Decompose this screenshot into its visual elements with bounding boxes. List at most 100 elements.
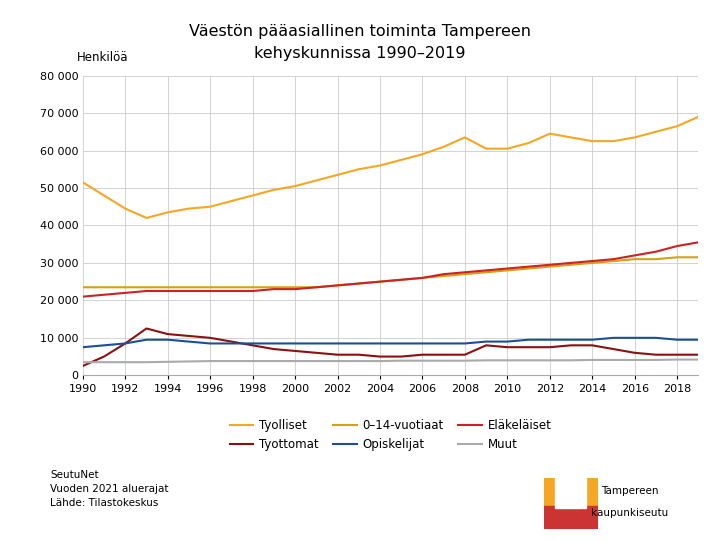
Tyolliset	[121, 205, 130, 212]
Tyottomat	[376, 353, 384, 360]
Tyolliset	[206, 204, 215, 210]
Text: kehyskunnissa 1990–2019: kehyskunnissa 1990–2019	[254, 46, 466, 61]
Text: Väestön pääasiallinen toiminta Tampereen: Väestön pääasiallinen toiminta Tampereen	[189, 24, 531, 39]
Eläkeläiset	[248, 288, 257, 294]
Eläkeläiset	[291, 286, 300, 292]
Tyolliset	[609, 138, 618, 144]
Tyottomat	[333, 352, 342, 358]
Muut	[333, 358, 342, 365]
0–14-vuotiaat	[333, 282, 342, 288]
Eläkeläiset	[652, 248, 660, 255]
Opiskelijat	[588, 336, 597, 343]
Tyottomat	[121, 340, 130, 347]
0–14-vuotiaat	[524, 265, 533, 272]
Tyolliset	[546, 131, 554, 137]
Opiskelijat	[567, 336, 575, 343]
Eläkeläiset	[376, 279, 384, 285]
Muut	[439, 357, 448, 364]
Eläkeläiset	[354, 280, 363, 287]
Opiskelijat	[376, 340, 384, 347]
0–14-vuotiaat	[142, 284, 150, 291]
0–14-vuotiaat	[354, 280, 363, 287]
Opiskelijat	[418, 340, 427, 347]
Opiskelijat	[78, 344, 87, 350]
Tyolliset	[418, 151, 427, 158]
Opiskelijat	[673, 336, 682, 343]
Tyottomat	[354, 352, 363, 358]
Muut	[397, 357, 405, 364]
Opiskelijat	[609, 335, 618, 341]
Muut	[121, 359, 130, 366]
Bar	[544, 506, 598, 529]
Tyottomat	[312, 349, 320, 356]
Muut	[567, 357, 575, 363]
Muut	[588, 357, 597, 363]
0–14-vuotiaat	[546, 264, 554, 270]
Tyottomat	[206, 335, 215, 341]
Tyolliset	[631, 134, 639, 140]
Text: Tampereen: Tampereen	[601, 487, 659, 496]
Eläkeläiset	[163, 288, 172, 294]
Tyottomat	[567, 342, 575, 349]
0–14-vuotiaat	[439, 273, 448, 279]
Eläkeläiset	[184, 288, 193, 294]
Legend: Tyolliset, Tyottomat, 0–14-vuotiaat, Opiskelijat, Eläkeläiset, Muut: Tyolliset, Tyottomat, 0–14-vuotiaat, Opi…	[225, 414, 556, 456]
Tyottomat	[652, 352, 660, 358]
0–14-vuotiaat	[694, 254, 703, 260]
Tyolliset	[248, 192, 257, 199]
0–14-vuotiaat	[588, 260, 597, 266]
0–14-vuotiaat	[163, 284, 172, 291]
Opiskelijat	[333, 340, 342, 347]
Opiskelijat	[546, 336, 554, 343]
Muut	[376, 358, 384, 365]
Opiskelijat	[184, 339, 193, 345]
Text: kaupunkiseutu: kaupunkiseutu	[591, 508, 669, 518]
0–14-vuotiaat	[397, 276, 405, 283]
Tyottomat	[142, 325, 150, 332]
Opiskelijat	[312, 340, 320, 347]
Opiskelijat	[524, 336, 533, 343]
Opiskelijat	[227, 340, 235, 347]
0–14-vuotiaat	[248, 284, 257, 291]
Tyolliset	[439, 144, 448, 150]
Tyottomat	[439, 352, 448, 358]
Opiskelijat	[631, 335, 639, 341]
Muut	[206, 358, 215, 365]
Tyolliset	[461, 134, 469, 140]
Tyottomat	[99, 353, 108, 360]
Line: Tyolliset: Tyolliset	[83, 117, 698, 218]
Opiskelijat	[397, 340, 405, 347]
0–14-vuotiaat	[78, 284, 87, 291]
Tyolliset	[652, 129, 660, 135]
Muut	[99, 359, 108, 366]
Tyottomat	[546, 344, 554, 350]
Opiskelijat	[206, 340, 215, 347]
Line: Tyottomat: Tyottomat	[83, 328, 698, 366]
Tyolliset	[673, 123, 682, 130]
Eläkeläiset	[269, 286, 278, 292]
Muut	[184, 358, 193, 365]
Tyottomat	[418, 352, 427, 358]
Eläkeläiset	[312, 284, 320, 291]
Tyolliset	[694, 113, 703, 120]
Opiskelijat	[99, 342, 108, 349]
Opiskelijat	[142, 336, 150, 343]
0–14-vuotiaat	[121, 284, 130, 291]
0–14-vuotiaat	[673, 254, 682, 260]
Eläkeläiset	[397, 276, 405, 283]
0–14-vuotiaat	[567, 261, 575, 268]
Eläkeläiset	[503, 265, 512, 272]
Tyolliset	[482, 145, 490, 152]
Muut	[248, 358, 257, 365]
Muut	[461, 357, 469, 364]
0–14-vuotiaat	[99, 284, 108, 291]
Tyottomat	[588, 342, 597, 349]
Muut	[312, 358, 320, 365]
Tyolliset	[291, 183, 300, 190]
Opiskelijat	[461, 340, 469, 347]
Tyolliset	[227, 198, 235, 204]
Muut	[418, 357, 427, 364]
0–14-vuotiaat	[376, 279, 384, 285]
Tyolliset	[163, 209, 172, 215]
Tyottomat	[673, 352, 682, 358]
